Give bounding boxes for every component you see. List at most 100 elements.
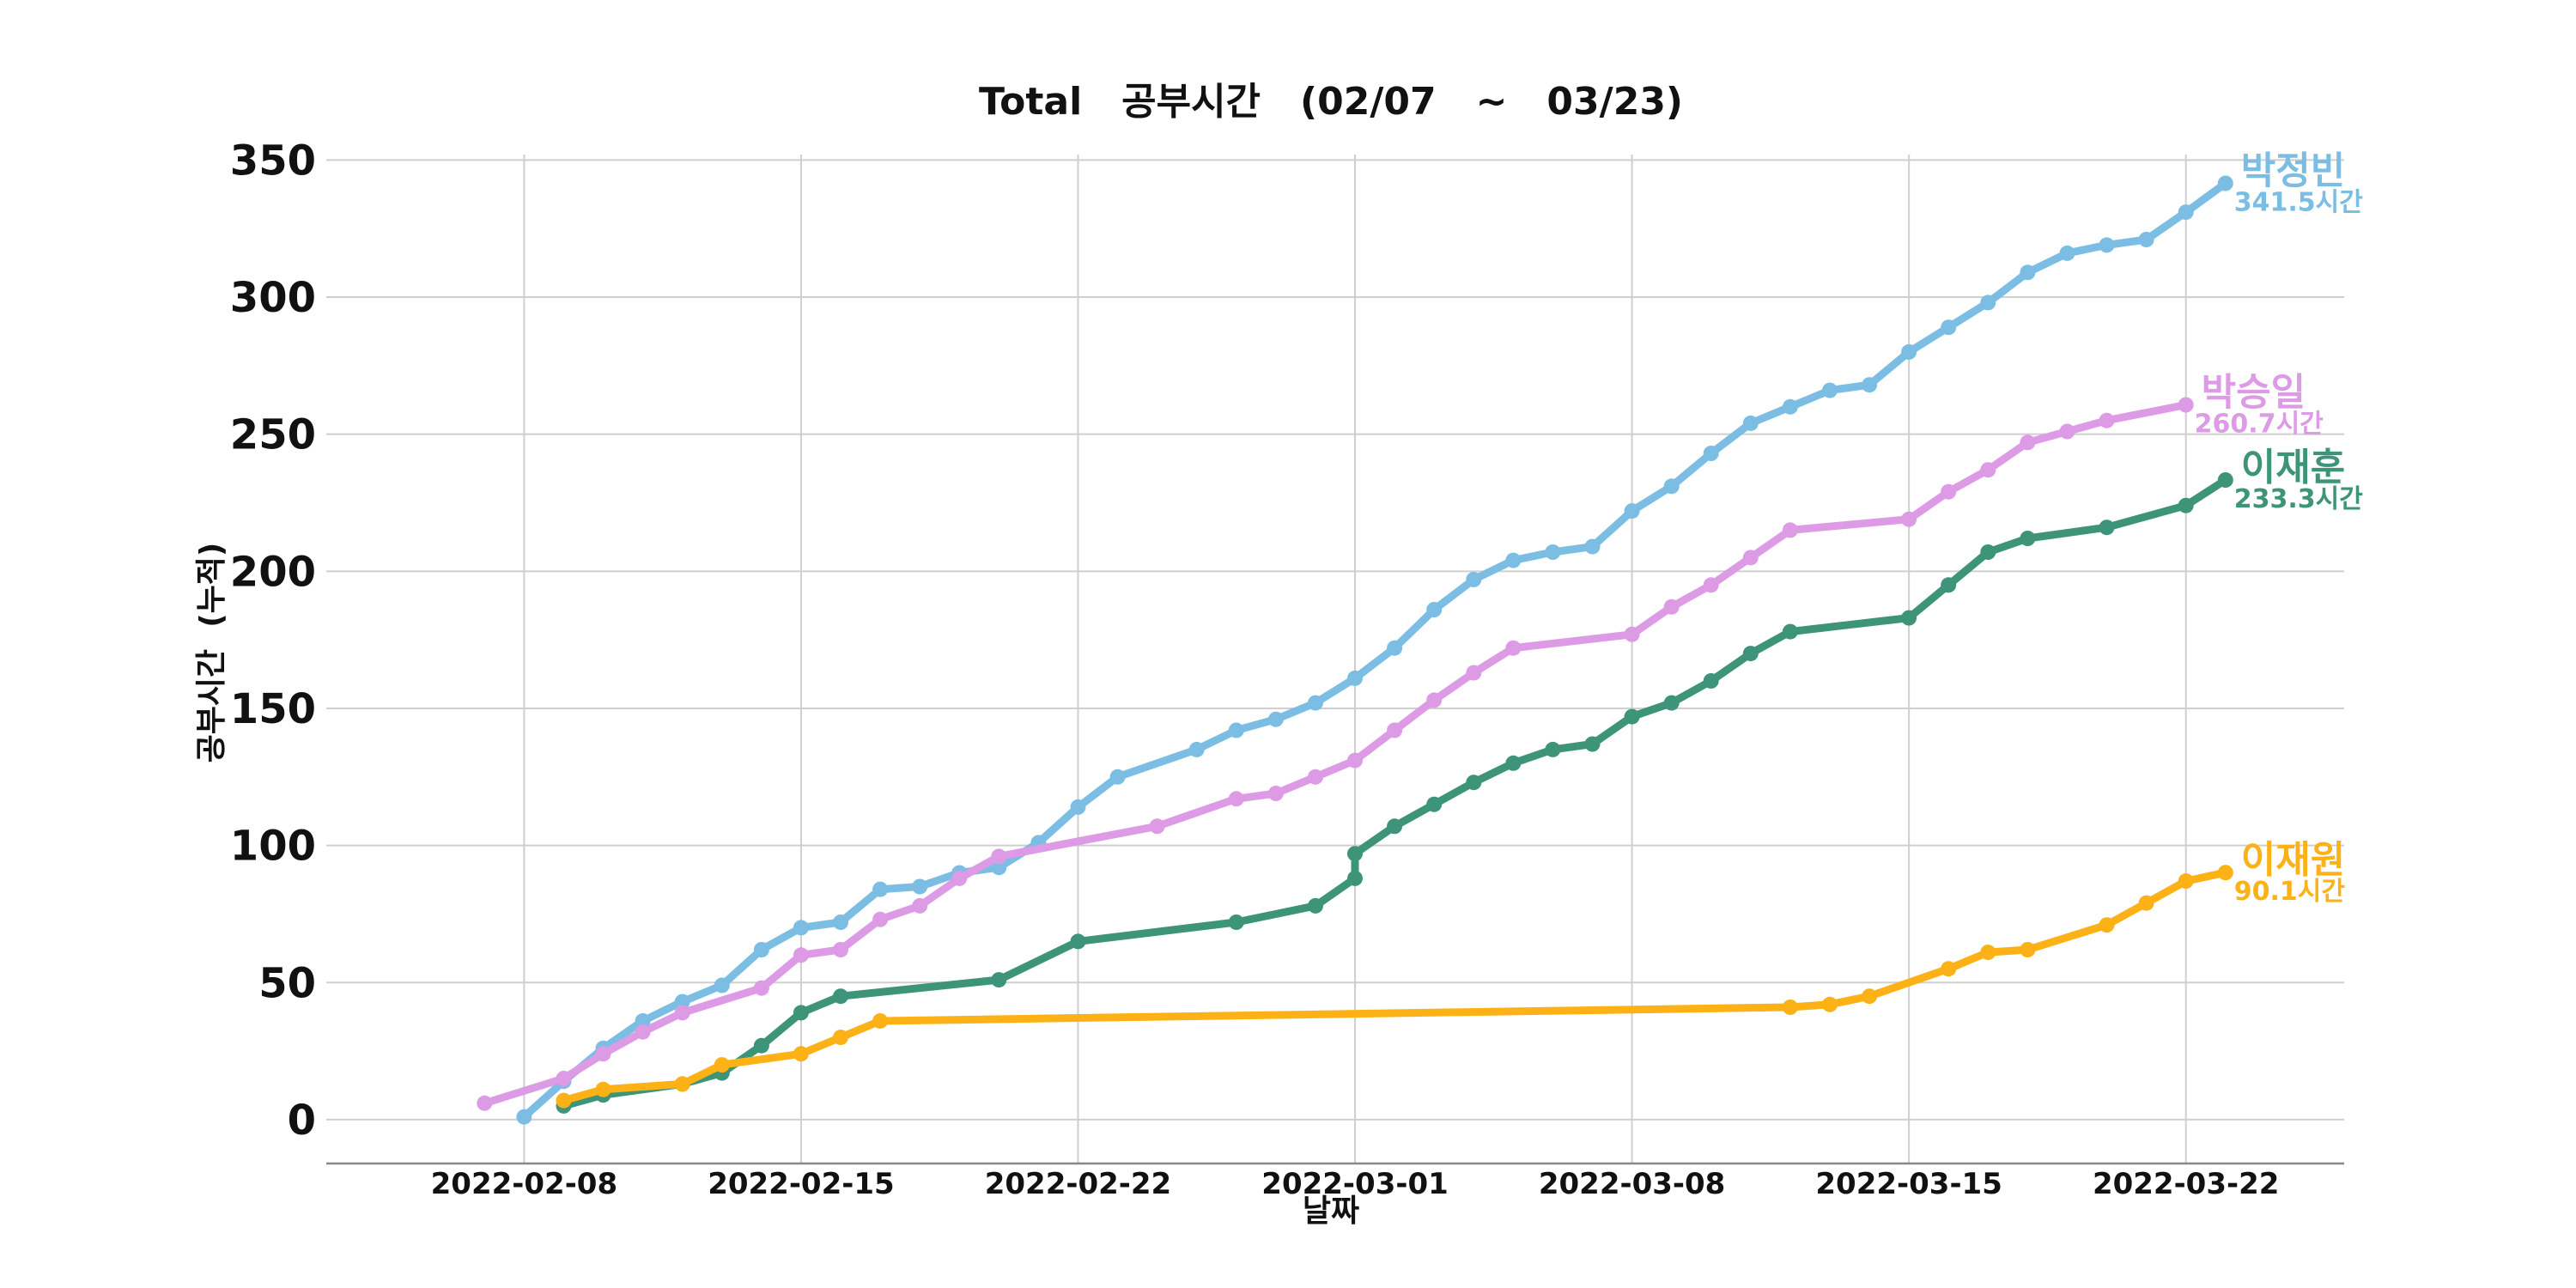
data-point xyxy=(833,914,848,930)
data-point xyxy=(1980,462,1996,478)
series-end-value: 90.1시간 xyxy=(2234,877,2346,907)
data-point xyxy=(674,1005,690,1021)
data-point xyxy=(1584,538,1601,555)
y-tick-label: 200 xyxy=(230,548,316,596)
data-point xyxy=(1109,769,1126,785)
data-point xyxy=(1624,708,1640,725)
x-tick-label: 2022-02-22 xyxy=(985,1167,1171,1201)
data-point xyxy=(1663,598,1680,615)
data-point xyxy=(1862,988,1878,1005)
data-point xyxy=(1308,695,1323,711)
data-point xyxy=(1505,640,1522,656)
data-point xyxy=(991,860,1007,876)
data-point xyxy=(635,1013,651,1029)
data-point xyxy=(793,920,809,936)
data-point xyxy=(1980,945,1996,961)
data-point xyxy=(991,972,1007,988)
data-point xyxy=(2178,873,2194,890)
data-point xyxy=(833,942,848,957)
data-point xyxy=(1466,571,1482,587)
data-point xyxy=(1228,914,1244,930)
data-point xyxy=(1505,755,1522,771)
x-tick-label: 2022-03-22 xyxy=(2093,1167,2279,1201)
data-point xyxy=(1822,996,1838,1012)
data-point xyxy=(2217,175,2233,191)
series-end-name: 박정빈 xyxy=(2241,149,2345,193)
data-point xyxy=(793,1005,809,1021)
data-point xyxy=(951,870,968,886)
series-2 xyxy=(556,472,2233,1114)
data-point xyxy=(1426,796,1443,812)
data-point xyxy=(1663,478,1680,495)
data-point xyxy=(2178,204,2194,221)
data-point xyxy=(1426,602,1443,617)
y-axis-label: 공부시간 (누적) xyxy=(194,543,229,763)
data-point xyxy=(1782,623,1798,640)
data-point xyxy=(2099,917,2115,933)
data-point xyxy=(753,942,769,957)
data-point xyxy=(753,1037,769,1054)
data-point xyxy=(1703,673,1719,689)
data-point xyxy=(1862,377,1878,393)
data-point xyxy=(2020,531,2036,546)
data-point xyxy=(1267,786,1284,801)
data-point xyxy=(1941,961,1957,977)
data-point xyxy=(753,980,769,996)
data-point xyxy=(1901,343,1917,360)
data-point xyxy=(833,1030,848,1046)
data-point xyxy=(1070,799,1086,815)
data-point xyxy=(1624,503,1640,519)
data-point xyxy=(1308,897,1323,914)
series-end-value: 233.3시간 xyxy=(2234,484,2363,514)
y-tick-labels: 0 50 100 150 200 250 300 350 xyxy=(230,137,316,1145)
data-point xyxy=(2020,942,2036,957)
x-tick-label: 2022-03-01 xyxy=(1261,1167,1448,1201)
data-point xyxy=(1822,382,1838,398)
data-point xyxy=(2178,497,2194,513)
data-point xyxy=(1782,522,1798,538)
data-point xyxy=(1466,665,1482,681)
data-point xyxy=(1228,722,1244,738)
data-point xyxy=(1347,670,1363,686)
data-point xyxy=(991,848,1007,865)
data-point xyxy=(1387,818,1403,835)
series-layer xyxy=(477,175,2233,1125)
data-point xyxy=(833,988,848,1005)
data-point xyxy=(2178,397,2194,413)
series-end-value: 260.7시간 xyxy=(2195,410,2324,440)
data-point xyxy=(2099,519,2115,536)
data-point xyxy=(2020,264,2036,281)
data-point xyxy=(1149,818,1165,835)
data-point xyxy=(1347,752,1363,769)
data-point xyxy=(1545,741,1561,757)
x-tick-label: 2022-03-15 xyxy=(1815,1167,2002,1201)
data-point xyxy=(1703,446,1719,461)
x-axis-label: 날짜 xyxy=(1303,1194,1359,1229)
data-point xyxy=(595,1081,611,1097)
data-point xyxy=(1782,398,1798,415)
data-point xyxy=(793,1046,809,1062)
data-point xyxy=(1980,544,1996,560)
data-point xyxy=(1663,695,1680,711)
data-point xyxy=(1782,999,1798,1015)
data-point xyxy=(2138,232,2154,247)
data-point xyxy=(1901,511,1917,527)
data-point xyxy=(793,947,809,963)
data-point xyxy=(1070,933,1086,950)
data-point xyxy=(674,993,690,1010)
series-1 xyxy=(477,397,2194,1111)
data-point xyxy=(872,881,889,897)
y-tick-label: 50 xyxy=(258,959,316,1007)
data-point xyxy=(635,1024,651,1040)
data-point xyxy=(1505,552,1522,568)
y-tick-label: 100 xyxy=(230,823,316,871)
series-line xyxy=(480,401,2190,1108)
data-point xyxy=(912,878,928,895)
data-point xyxy=(1387,640,1403,656)
series-end-value: 341.5시간 xyxy=(2234,188,2363,218)
y-tick-label: 0 xyxy=(288,1097,316,1145)
data-point xyxy=(556,1092,572,1109)
data-point xyxy=(2099,237,2115,253)
